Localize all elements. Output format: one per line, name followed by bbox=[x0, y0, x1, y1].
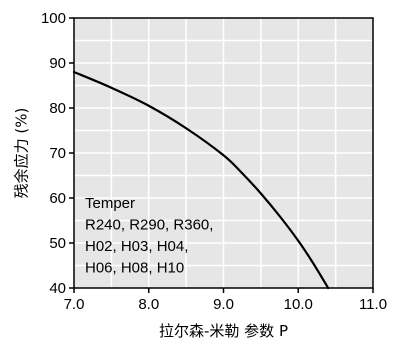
x-tick-label-0: 7.0 bbox=[64, 296, 85, 313]
legend-line-1: R240, R290, R360, bbox=[85, 217, 213, 234]
y-tick-label-6: 100 bbox=[41, 10, 66, 27]
legend-line-3: H06, H08, H10 bbox=[85, 260, 184, 277]
y-tick-label-5: 90 bbox=[49, 55, 66, 72]
tick-labels: 7.0 8.0 9.0 10.0 11.0 40 50 60 70 80 90 100 bbox=[41, 10, 387, 313]
y-tick-label-0: 40 bbox=[49, 280, 66, 297]
series-line-0 bbox=[72, 70, 330, 290]
x-axis-title: 拉尔森-米勒 参数 P bbox=[159, 322, 288, 340]
y-tick-label-2: 60 bbox=[49, 190, 66, 207]
grid bbox=[74, 18, 373, 288]
legend: Temper R240, R290, R360, H02, H03, H04, H06… bbox=[85, 195, 213, 277]
x-tick-label-3: 10.0 bbox=[284, 296, 313, 313]
x-tick-label-2: 9.0 bbox=[213, 296, 234, 313]
tick-marks bbox=[69, 17, 374, 293]
y-axis-title: 残余应力 (%) bbox=[13, 108, 31, 199]
y-tick-label-4: 80 bbox=[49, 100, 66, 117]
legend-line-2: H02, H03, H04, bbox=[85, 238, 188, 255]
y-tick-label-1: 50 bbox=[49, 235, 66, 252]
x-tick-label-1: 8.0 bbox=[138, 296, 159, 313]
legend-line-0: Temper bbox=[85, 195, 135, 212]
series-layer bbox=[72, 70, 330, 290]
y-tick-label-3: 70 bbox=[49, 145, 66, 162]
x-tick-label-4: 11.0 bbox=[359, 296, 387, 313]
